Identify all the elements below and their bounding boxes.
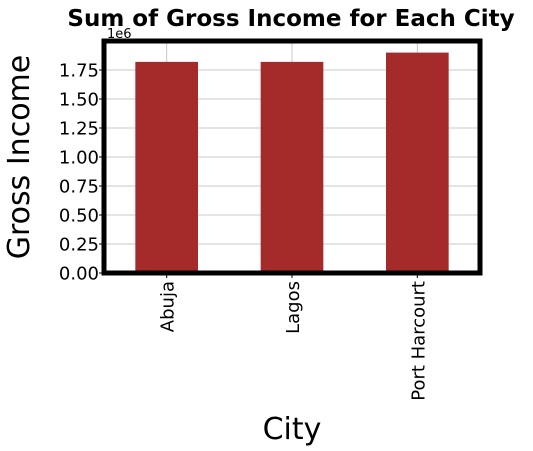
y-axis-ticks: 0.00 0.25 0.50 0.75 1.00 1.25 1.50 1.75 bbox=[59, 61, 104, 285]
y-tick-label: 0.25 bbox=[59, 235, 99, 256]
bars bbox=[135, 52, 449, 273]
bar bbox=[386, 52, 449, 273]
plot-frame bbox=[101, 38, 483, 276]
y-tick-label: 0.00 bbox=[59, 264, 99, 285]
x-axis-ticks: Abuja Lagos Port Harcourt bbox=[158, 273, 429, 401]
y-tick-label: 0.75 bbox=[59, 177, 99, 198]
x-tick-label: Abuja bbox=[158, 281, 179, 332]
bar bbox=[135, 61, 198, 273]
y-tick-label: 1.25 bbox=[59, 119, 99, 140]
bar bbox=[260, 61, 324, 273]
y-axis-scale-label: 1e6 bbox=[107, 27, 132, 42]
x-tick-label: Lagos bbox=[283, 281, 304, 334]
y-tick-label: 0.50 bbox=[59, 206, 99, 227]
y-tick-label: 1.00 bbox=[59, 148, 99, 169]
y-tick-label: 1.50 bbox=[59, 90, 99, 111]
y-tick-label: 1.75 bbox=[59, 61, 99, 82]
chart-title: Sum of Gross Income for Each City bbox=[67, 6, 514, 32]
y-axis-label: Gross Income bbox=[2, 55, 37, 259]
x-axis-label: City bbox=[263, 412, 322, 447]
x-tick-label: Port Harcourt bbox=[408, 281, 429, 401]
